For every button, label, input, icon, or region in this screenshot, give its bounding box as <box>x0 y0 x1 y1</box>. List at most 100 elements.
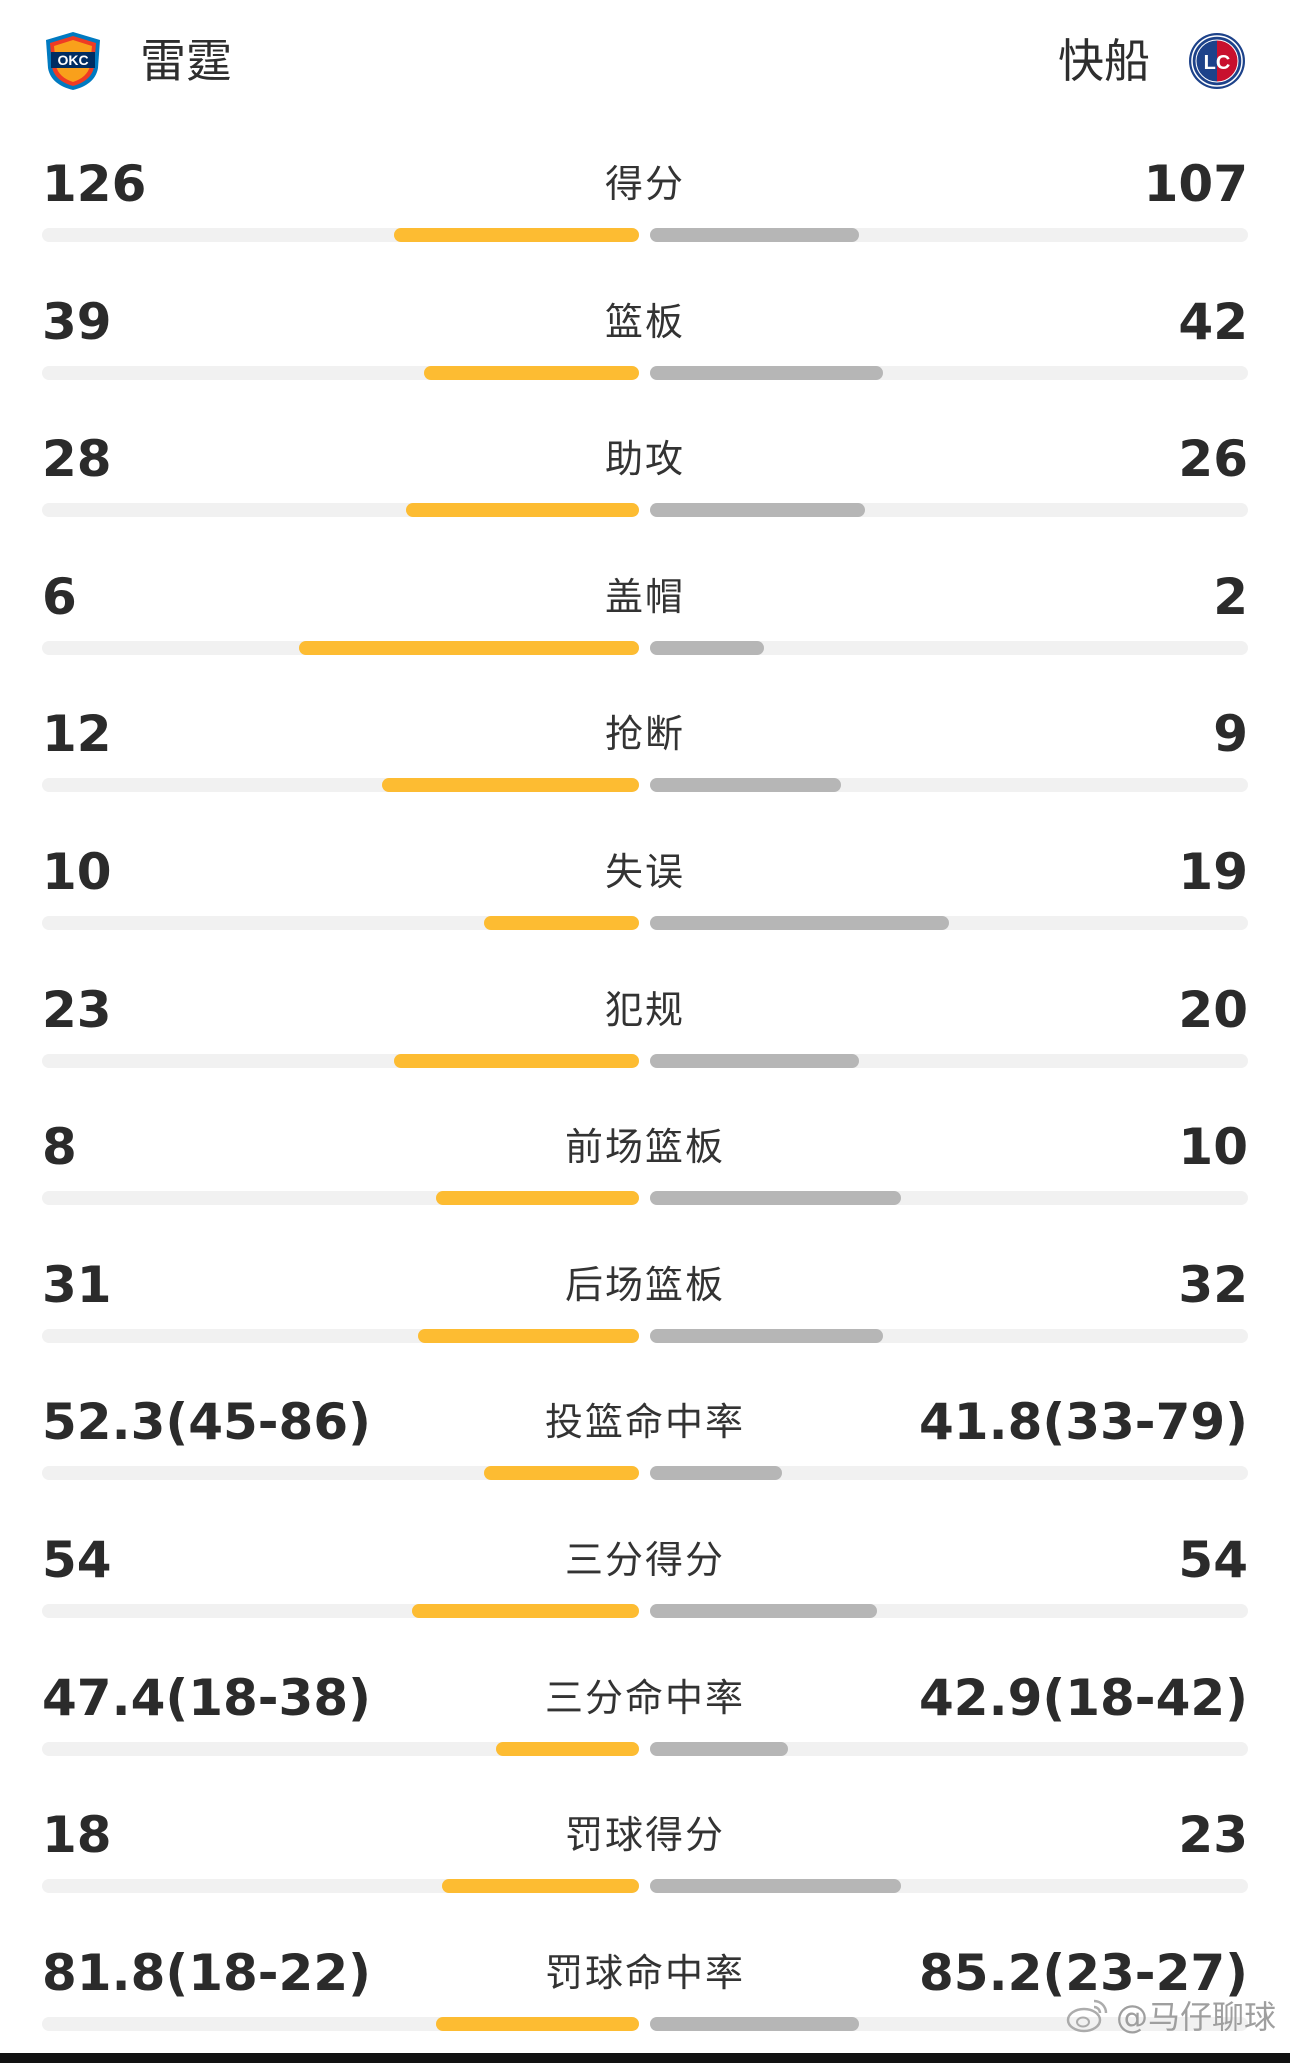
home-stat-value: 8 <box>42 1118 77 1177</box>
away-bar-track <box>650 640 1248 655</box>
stat-row: 31 后场篮板 32 <box>0 1231 1290 1369</box>
stat-row: 28 助攻 26 <box>0 405 1290 543</box>
watermark-text: @马仔聊球 <box>1115 1998 1276 2036</box>
bottom-strip <box>0 2053 1290 2063</box>
stat-label: 三分命中率 <box>544 1675 745 1720</box>
away-stat-bar <box>650 1603 878 1618</box>
home-bar-track <box>42 2016 639 2031</box>
home-bar-track <box>42 1741 639 1756</box>
home-bar-track <box>42 1191 639 1206</box>
stat-row: 12 抢断 9 <box>0 680 1290 818</box>
home-bar-track <box>42 640 639 655</box>
home-bar-track <box>42 915 639 930</box>
home-bar-track <box>42 228 639 242</box>
stat-label: 投篮命中率 <box>544 1400 745 1445</box>
away-stat-value: 26 <box>1178 430 1248 489</box>
home-bar-track <box>42 1466 639 1481</box>
stat-label: 抢断 <box>604 712 685 757</box>
stat-row: 81.8(18-22) 罚球命中率 85.2(23-27) <box>0 1919 1290 2057</box>
stat-row: 47.4(18-38) 三分命中率 42.9(18-42) <box>0 1644 1290 1782</box>
stat-label: 盖帽 <box>604 574 685 619</box>
home-bar-track <box>42 1053 639 1068</box>
stat-label: 前场篮板 <box>564 1125 725 1170</box>
away-stat-value: 2 <box>1213 567 1248 626</box>
team-header: OKC 雷霆 快船 LC <box>0 0 1290 125</box>
weibo-icon <box>1066 1999 1108 2033</box>
home-stat-value: 52.3(45-86) <box>42 1393 371 1452</box>
stat-row: 39 篮板 42 <box>0 268 1290 406</box>
stat-row: 126 得分 107 <box>0 130 1290 268</box>
home-bar-track <box>42 503 639 518</box>
home-stat-bar <box>412 1603 639 1618</box>
stat-label: 犯规 <box>604 987 685 1032</box>
svg-text:OKC: OKC <box>57 52 88 68</box>
home-stat-value: 31 <box>42 1255 112 1314</box>
home-stat-bar <box>436 1191 639 1206</box>
home-stat-value: 81.8(18-22) <box>42 1943 371 2002</box>
svg-text:LC: LC <box>1204 52 1231 74</box>
home-bar-track <box>42 1603 639 1618</box>
la-clippers-logo-icon: LC <box>1189 33 1245 89</box>
home-bar-track <box>42 778 639 793</box>
away-bar-track <box>650 228 1248 242</box>
home-stat-value: 28 <box>42 430 112 489</box>
home-bar-track <box>42 365 639 380</box>
away-stat-value: 85.2(23-27) <box>919 1943 1248 2002</box>
away-stat-value: 20 <box>1178 980 1248 1039</box>
watermark: @马仔聊球 <box>1066 1990 1276 2040</box>
away-stat-value: 19 <box>1178 842 1248 901</box>
away-stat-bar <box>650 1191 902 1206</box>
away-bar-track <box>650 1053 1248 1068</box>
away-stat-bar <box>650 1053 860 1068</box>
away-stat-bar <box>650 1328 884 1343</box>
away-stat-value: 42 <box>1178 292 1248 351</box>
away-stat-bar <box>650 778 842 793</box>
okc-thunder-logo-icon: OKC <box>46 32 100 90</box>
home-stat-bar <box>424 365 639 380</box>
away-bar-track <box>650 365 1248 380</box>
stat-label: 失误 <box>604 849 685 894</box>
home-stat-bar <box>483 915 639 930</box>
stat-row: 23 犯规 20 <box>0 956 1290 1094</box>
away-bar-track <box>650 915 1248 930</box>
away-stat-bar <box>650 2016 860 2031</box>
home-bar-track <box>42 1328 639 1343</box>
stat-label: 三分得分 <box>564 1537 725 1582</box>
away-stat-value: 42.9(18-42) <box>919 1668 1248 1727</box>
home-stat-value: 126 <box>42 155 147 213</box>
away-bar-track <box>650 778 1248 793</box>
home-stat-bar <box>436 2016 639 2031</box>
stat-label: 得分 <box>604 162 685 206</box>
home-stat-bar <box>394 228 639 242</box>
away-stat-bar <box>650 228 860 242</box>
home-stat-value: 12 <box>42 705 112 764</box>
stat-row: 10 失误 19 <box>0 818 1290 956</box>
away-stat-bar <box>650 365 884 380</box>
away-stat-value: 41.8(33-79) <box>919 1393 1248 1452</box>
home-stat-value: 23 <box>42 980 112 1039</box>
away-bar-track <box>650 1191 1248 1206</box>
stat-label: 罚球得分 <box>564 1813 725 1858</box>
away-bar-track <box>650 2016 1248 2031</box>
away-stat-bar <box>650 503 866 518</box>
away-bar-track <box>650 1603 1248 1618</box>
away-stat-value: 9 <box>1213 705 1248 764</box>
home-stat-bar <box>495 1741 639 1756</box>
home-stat-bar <box>483 1466 639 1481</box>
home-stat-bar <box>382 778 639 793</box>
away-stat-value: 107 <box>1143 155 1248 213</box>
away-stat-bar <box>650 1466 782 1481</box>
home-team-name: 雷霆 <box>140 34 232 88</box>
home-stat-bar <box>418 1328 639 1343</box>
away-stat-value: 32 <box>1178 1255 1248 1314</box>
away-bar-track <box>650 1466 1248 1481</box>
stat-row: 52.3(45-86) 投篮命中率 41.8(33-79) <box>0 1368 1290 1506</box>
home-stat-value: 54 <box>42 1530 112 1589</box>
stat-label: 后场篮板 <box>564 1262 725 1307</box>
stat-label: 助攻 <box>604 437 685 482</box>
away-stat-value: 23 <box>1178 1806 1248 1865</box>
away-stat-value: 10 <box>1178 1118 1248 1177</box>
away-bar-track <box>650 1741 1248 1756</box>
home-stat-value: 10 <box>42 842 112 901</box>
stats-list: 126 得分 107 39 篮板 42 28 助攻 26 6 盖帽 2 12 抢断 9 10 失误 19 23 犯规 2… <box>0 130 1290 2056</box>
